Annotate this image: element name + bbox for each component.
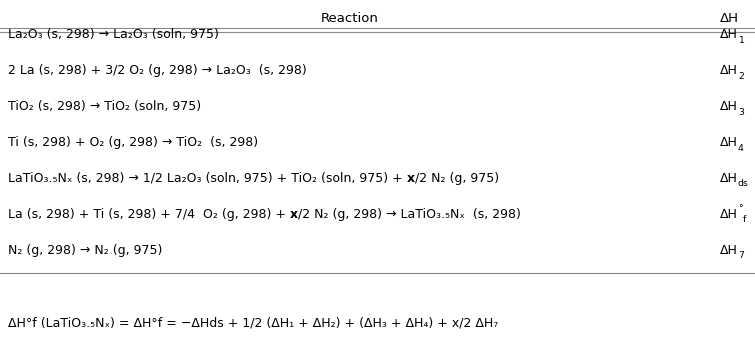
- Text: 2 La (s, 298) + 3/2 O₂ (g, 298) → La₂O₃  (s, 298): 2 La (s, 298) + 3/2 O₂ (g, 298) → La₂O₃ …: [8, 65, 307, 77]
- Text: 7: 7: [738, 251, 744, 260]
- Text: /2 N₂ (g, 298) → LaTiO₃.₅Nₓ  (s, 298): /2 N₂ (g, 298) → LaTiO₃.₅Nₓ (s, 298): [298, 208, 521, 221]
- Text: ΔH: ΔH: [720, 29, 738, 41]
- Text: La (s, 298) + Ti (s, 298) + 7/4  O₂ (g, 298) +: La (s, 298) + Ti (s, 298) + 7/4 O₂ (g, 2…: [8, 208, 290, 221]
- Text: 2: 2: [738, 72, 744, 81]
- Text: f: f: [742, 215, 746, 224]
- Text: °: °: [738, 204, 742, 213]
- Text: LaTiO₃.₅Nₓ (s, 298) → 1/2 La₂O₃ (soln, 975) + TiO₂ (soln, 975) +: LaTiO₃.₅Nₓ (s, 298) → 1/2 La₂O₃ (soln, 9…: [8, 172, 407, 185]
- Text: La₂O₃ (s, 298) → La₂O₃ (soln, 975): La₂O₃ (s, 298) → La₂O₃ (soln, 975): [8, 29, 219, 41]
- Text: ΔH: ΔH: [720, 65, 738, 77]
- Text: 1: 1: [738, 36, 744, 45]
- Text: ΔH: ΔH: [720, 208, 738, 221]
- Text: ΔH: ΔH: [720, 11, 739, 24]
- Text: TiO₂ (s, 298) → TiO₂ (soln, 975): TiO₂ (s, 298) → TiO₂ (soln, 975): [8, 100, 201, 113]
- Text: x: x: [290, 208, 298, 221]
- Text: ΔH: ΔH: [720, 244, 738, 257]
- Text: ΔH: ΔH: [720, 172, 738, 185]
- Text: Reaction: Reaction: [321, 11, 379, 24]
- Text: 4: 4: [738, 144, 744, 152]
- Text: x: x: [407, 172, 415, 185]
- Text: N₂ (g, 298) → N₂ (g, 975): N₂ (g, 298) → N₂ (g, 975): [8, 244, 162, 257]
- Text: ds: ds: [738, 179, 749, 188]
- Text: ΔH°f (LaTiO₃.₅Nₓ) = ΔH°f = −ΔHds + 1/2 (ΔH₁ + ΔH₂) + (ΔH₃ + ΔH₄) + x/2 ΔH₇: ΔH°f (LaTiO₃.₅Nₓ) = ΔH°f = −ΔHds + 1/2 (…: [8, 316, 498, 329]
- Text: 3: 3: [738, 108, 744, 117]
- Text: Ti (s, 298) + O₂ (g, 298) → TiO₂  (s, 298): Ti (s, 298) + O₂ (g, 298) → TiO₂ (s, 298…: [8, 136, 258, 149]
- Text: ΔH: ΔH: [720, 136, 738, 149]
- Text: /2 N₂ (g, 975): /2 N₂ (g, 975): [415, 172, 499, 185]
- Text: ΔH: ΔH: [720, 100, 738, 113]
